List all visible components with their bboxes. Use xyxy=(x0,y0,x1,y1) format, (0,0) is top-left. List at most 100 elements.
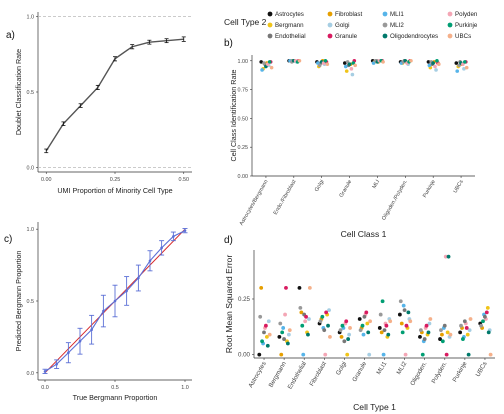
d-point-4-7 xyxy=(340,323,345,328)
legend-title: Cell Type 2 xyxy=(224,17,267,27)
d-point-0-6 xyxy=(258,314,263,319)
d-point-4-1 xyxy=(339,334,344,339)
d-ytick-label-1: 0.25 xyxy=(238,296,251,303)
b-point-2-10 xyxy=(323,58,328,63)
c-xtick-label-1: 0.5 xyxy=(111,385,119,391)
d-point-6-7 xyxy=(380,299,385,304)
d-point-10-8 xyxy=(462,319,467,324)
b-point-3-11 xyxy=(353,63,358,68)
a-y-axis-title: Doublet Classification Rate xyxy=(14,49,23,135)
d-point-5-9 xyxy=(364,310,369,315)
d-point-4-11 xyxy=(348,326,352,330)
d-point-0-7 xyxy=(260,339,264,344)
legend-label-2: MLI1 xyxy=(390,11,404,18)
legend-label-6: MLI2 xyxy=(390,22,404,29)
b-point-1-11 xyxy=(297,58,302,63)
a-errorbar-4 xyxy=(113,56,117,62)
d-point-4-9 xyxy=(344,319,349,324)
b-point-6-6 xyxy=(427,63,432,68)
b-xtick-label-2: Golgi xyxy=(314,179,325,193)
legend-label-8: Endothelial xyxy=(275,33,306,40)
d-point-5-10 xyxy=(366,330,371,335)
d-point-8-9 xyxy=(424,323,429,328)
d-point-5-7 xyxy=(360,323,365,328)
a-errorbar-2 xyxy=(78,103,83,108)
d-point-0-9 xyxy=(263,323,268,328)
legend-label-9: Granule xyxy=(335,33,358,40)
d-point-9-3 xyxy=(443,254,448,259)
a-ytick-label-0: 0.0 xyxy=(27,165,35,171)
d-point-1-0 xyxy=(277,334,282,339)
d-xtick-label-4: Golgi xyxy=(335,361,348,377)
b-xtick-label-4: MLI xyxy=(371,179,381,190)
b-point-6-0 xyxy=(426,60,431,64)
c-point-6 xyxy=(113,299,117,303)
d-point-11-4 xyxy=(485,305,490,310)
d-point-2-6 xyxy=(298,305,303,310)
d-point-4-10 xyxy=(346,337,351,341)
d-point-4-6 xyxy=(338,328,343,333)
b-point-3-9 xyxy=(349,67,354,71)
d-point-7-6 xyxy=(398,299,403,304)
d-point-5-6 xyxy=(358,328,363,333)
a-series-line xyxy=(45,38,184,152)
legend-swatch-3 xyxy=(447,11,453,17)
d-point-3-7 xyxy=(320,314,325,319)
c-point-11 xyxy=(172,235,175,238)
d-point-9-9 xyxy=(444,352,449,357)
d-point-9-11 xyxy=(448,332,453,337)
d-point-5-8 xyxy=(362,314,367,319)
d-point-10-10 xyxy=(466,352,471,357)
b-point-0-7 xyxy=(262,61,266,65)
d-point-7-8 xyxy=(402,308,407,313)
d-point-7-2 xyxy=(401,303,406,308)
a-xtick-label-1: 0.25 xyxy=(110,177,121,183)
b-point-3-6 xyxy=(343,64,348,69)
d-xtick-label-3: Fibroblast xyxy=(308,360,328,387)
d-point-11-9 xyxy=(484,310,489,315)
a-errorbar-1 xyxy=(61,121,66,126)
d-point-2-7 xyxy=(300,323,305,328)
d-xtick-label-8: Oligoden. xyxy=(409,360,428,387)
d-point-0-8 xyxy=(262,330,266,335)
b-xtick-label-6: Purkinje xyxy=(422,179,437,199)
d-point-11-11 xyxy=(488,352,493,357)
d-xtick-label-2: Endothelial xyxy=(287,361,308,391)
a-ytick-label-2: 1.0 xyxy=(27,15,35,21)
legend: Cell Type 2 Astrocytes Fibroblast MLI1 Poly… xyxy=(224,11,478,40)
b-y-axis-title: Cell Class Identification Rate xyxy=(229,70,238,162)
legend-swatch-9 xyxy=(327,33,333,39)
c-point-12 xyxy=(183,229,187,232)
panel-c-bergmann-chart: 0.0 0.5 1.0 0.0 0.5 1.0 True Bergmann Proporti… xyxy=(14,222,192,402)
d-point-7-11 xyxy=(408,319,413,324)
d-point-5-0 xyxy=(357,317,362,321)
d-point-10-7 xyxy=(461,337,465,341)
d-point-8-10 xyxy=(426,330,431,335)
b-ytick-label-4: 1.00 xyxy=(238,59,249,65)
legend-label-4: Bergmann xyxy=(275,22,304,29)
d-point-1-1 xyxy=(279,352,284,357)
d-point-4-8 xyxy=(342,339,347,344)
d-point-11-7 xyxy=(481,319,485,324)
d-point-1-3 xyxy=(283,312,287,317)
d-point-10-0 xyxy=(458,330,463,335)
c-point-3 xyxy=(78,339,82,343)
d-point-10-4 xyxy=(465,332,470,337)
panel-b-identification-chart: 0.00 0.25 0.50 0.75 1.00 Astrocytes/Bergmann E… xyxy=(229,55,475,239)
legend-swatch-10 xyxy=(382,33,388,39)
d-point-1-8 xyxy=(282,337,286,341)
b-point-7-10 xyxy=(463,60,467,64)
d-point-9-6 xyxy=(439,328,443,333)
b-point-6-8 xyxy=(431,61,435,65)
b-point-7-4 xyxy=(462,67,466,71)
d-point-2-2 xyxy=(301,352,306,357)
d-point-9-1 xyxy=(440,332,444,337)
d-point-3-3 xyxy=(323,352,328,357)
b-point-3-0 xyxy=(343,61,347,65)
c-xtick-label-2: 1.0 xyxy=(181,385,189,391)
d-point-9-8 xyxy=(442,323,447,328)
legend-items: Astrocytes Fibroblast MLI1 Polyden Bergmann G… xyxy=(267,11,478,40)
d-point-2-11 xyxy=(307,285,312,290)
d-point-9-7 xyxy=(440,339,445,344)
d-point-1-7 xyxy=(280,330,285,335)
